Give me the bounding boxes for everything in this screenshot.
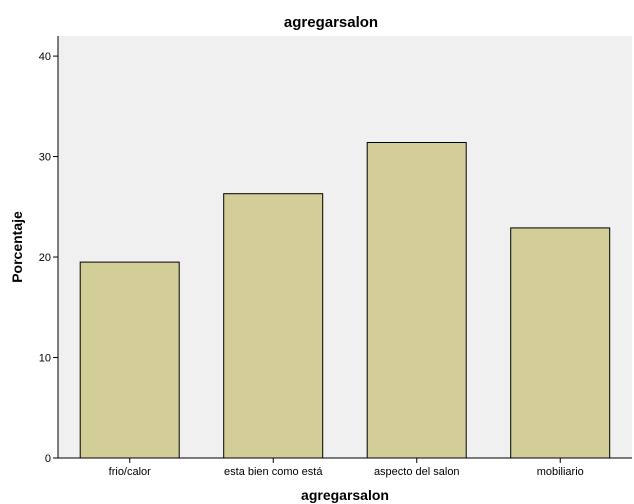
- bar: [366, 142, 467, 459]
- y-axis: 0 10 20 30 40: [39, 36, 59, 465]
- bar: [79, 261, 180, 459]
- y-tick-label: 20: [39, 252, 51, 264]
- y-tick-label: 40: [39, 51, 51, 63]
- x-tick-label: frio/calor: [109, 466, 152, 478]
- x-tick-label: aspecto del salon: [374, 466, 460, 478]
- bars-group: [79, 142, 611, 459]
- x-axis-label: agregarsalon: [301, 487, 389, 503]
- bar: [510, 227, 611, 459]
- y-tick-label: 10: [39, 353, 51, 365]
- x-tick-label: mobiliario: [537, 466, 584, 478]
- bar: [223, 193, 324, 459]
- x-tick-label: esta bien como está: [224, 466, 323, 478]
- y-axis-label: Porcentaje: [9, 211, 25, 283]
- chart-title: agregarsalon: [284, 14, 378, 31]
- y-tick-label: 0: [45, 453, 51, 465]
- y-tick-label: 30: [39, 152, 51, 164]
- x-axis: frio/calor esta bien como está aspecto del…: [58, 457, 632, 478]
